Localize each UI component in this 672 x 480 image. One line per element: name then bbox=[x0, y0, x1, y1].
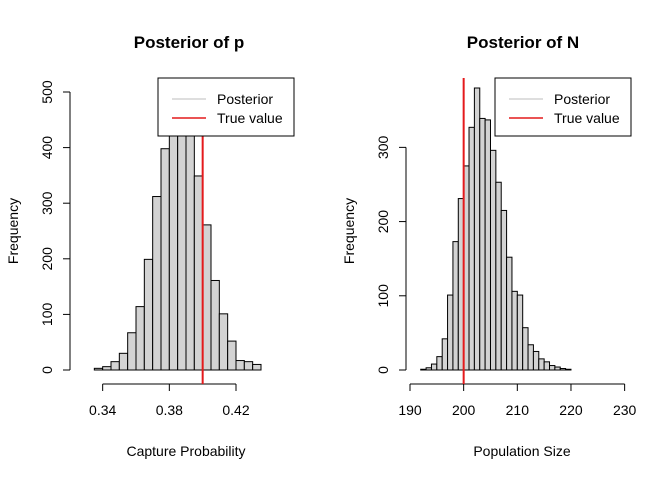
histogram-bar bbox=[522, 327, 529, 371]
histogram-bar bbox=[218, 313, 229, 371]
legend-posterior-label: Posterior bbox=[554, 91, 610, 107]
histogram-bar bbox=[479, 117, 486, 371]
y-tick-label: 0 bbox=[375, 366, 391, 374]
x-axis-label: Capture Probability bbox=[126, 443, 245, 459]
legend-box bbox=[157, 77, 295, 137]
histogram-bar bbox=[527, 344, 534, 371]
legend-box bbox=[494, 77, 632, 137]
histogram-bar bbox=[430, 363, 438, 371]
panel-posterior-n: Posterior of N Frequency Population Size… bbox=[341, 33, 637, 459]
histogram-bar bbox=[210, 279, 220, 371]
histogram-bar bbox=[425, 367, 432, 371]
x-axis: 0.34 0.38 0.42 bbox=[89, 383, 250, 418]
histogram-bar bbox=[538, 358, 545, 371]
y-tick-label: 300 bbox=[39, 191, 55, 215]
chart-title: Posterior of N bbox=[467, 33, 579, 52]
histogram-bar bbox=[500, 209, 508, 371]
x-tick-label: 210 bbox=[506, 402, 530, 418]
x-tick-label: 230 bbox=[613, 402, 637, 418]
histogram-bar bbox=[447, 294, 454, 371]
y-tick-label: 100 bbox=[39, 303, 55, 327]
histogram-bar bbox=[110, 361, 120, 371]
histogram-bar bbox=[452, 241, 459, 371]
y-tick-label: 100 bbox=[375, 284, 391, 308]
x-tick-label: 0.34 bbox=[89, 402, 116, 418]
histogram-bar bbox=[93, 367, 104, 371]
histogram-bar bbox=[549, 365, 556, 371]
y-axis-label: Frequency bbox=[5, 198, 21, 264]
histogram-bar bbox=[202, 224, 212, 371]
histogram-bar bbox=[468, 126, 475, 371]
histogram-bars bbox=[93, 107, 262, 371]
y-tick-label: 400 bbox=[39, 136, 55, 160]
x-tick-label: 0.42 bbox=[222, 402, 249, 418]
y-tick-label: 200 bbox=[375, 210, 391, 234]
histogram-bar bbox=[543, 361, 551, 371]
histogram-bar bbox=[484, 119, 491, 371]
histogram-bar bbox=[193, 175, 204, 371]
histogram-bar bbox=[516, 294, 524, 371]
histogram-bar bbox=[565, 368, 572, 371]
histogram-bar bbox=[441, 338, 449, 371]
y-axis: 0 100 200 300 bbox=[375, 135, 407, 374]
chart-title: Posterior of p bbox=[134, 33, 245, 52]
y-tick-label: 500 bbox=[39, 80, 55, 104]
histogram-bar bbox=[177, 107, 187, 371]
x-tick-label: 190 bbox=[398, 402, 422, 418]
histogram-bar bbox=[102, 366, 112, 371]
x-tick-label: 200 bbox=[452, 402, 476, 418]
x-axis: 190 200 210 220 230 bbox=[398, 383, 637, 418]
histogram-bar bbox=[489, 149, 497, 371]
histogram-bar bbox=[554, 366, 561, 371]
y-tick-label: 200 bbox=[39, 247, 55, 271]
histogram-bar bbox=[160, 148, 170, 371]
legend-true-value-label: True value bbox=[554, 110, 620, 126]
y-tick-label: 300 bbox=[375, 135, 391, 159]
x-axis-label: Population Size bbox=[473, 443, 571, 459]
histogram-bar bbox=[168, 112, 179, 371]
histogram-bar bbox=[436, 356, 443, 371]
y-axis-label: Frequency bbox=[341, 198, 357, 264]
histogram-bar bbox=[135, 306, 145, 371]
histogram-bar bbox=[495, 181, 502, 371]
histogram-bar bbox=[243, 361, 254, 371]
histogram-bar bbox=[152, 196, 162, 371]
panel-posterior-p: Posterior of p Frequency Capture Probabi… bbox=[5, 33, 295, 459]
y-axis: 0 100 200 300 400 500 bbox=[39, 80, 71, 374]
histogram-bar bbox=[252, 363, 262, 371]
legend: Posterior True value bbox=[494, 77, 632, 137]
legend-true-value-label: True value bbox=[217, 110, 283, 126]
x-tick-label: 0.38 bbox=[156, 402, 183, 418]
histogram-bar bbox=[127, 332, 137, 371]
histogram-bar bbox=[118, 352, 129, 371]
legend: Posterior True value bbox=[157, 77, 295, 137]
histogram-bar bbox=[227, 340, 237, 371]
histogram-bar bbox=[511, 290, 518, 371]
histogram-bar bbox=[532, 350, 540, 371]
histogram-bar bbox=[420, 368, 427, 371]
y-tick-label: 0 bbox=[39, 366, 55, 374]
histogram-bar bbox=[235, 360, 245, 371]
legend-posterior-label: Posterior bbox=[217, 91, 273, 107]
histogram-bar bbox=[559, 368, 567, 371]
histogram-bar bbox=[143, 258, 154, 371]
histogram-bar bbox=[185, 119, 195, 371]
histogram-bar bbox=[473, 87, 481, 371]
histogram-bar bbox=[506, 256, 513, 371]
histogram-bars bbox=[420, 87, 572, 371]
x-tick-label: 220 bbox=[559, 402, 583, 418]
